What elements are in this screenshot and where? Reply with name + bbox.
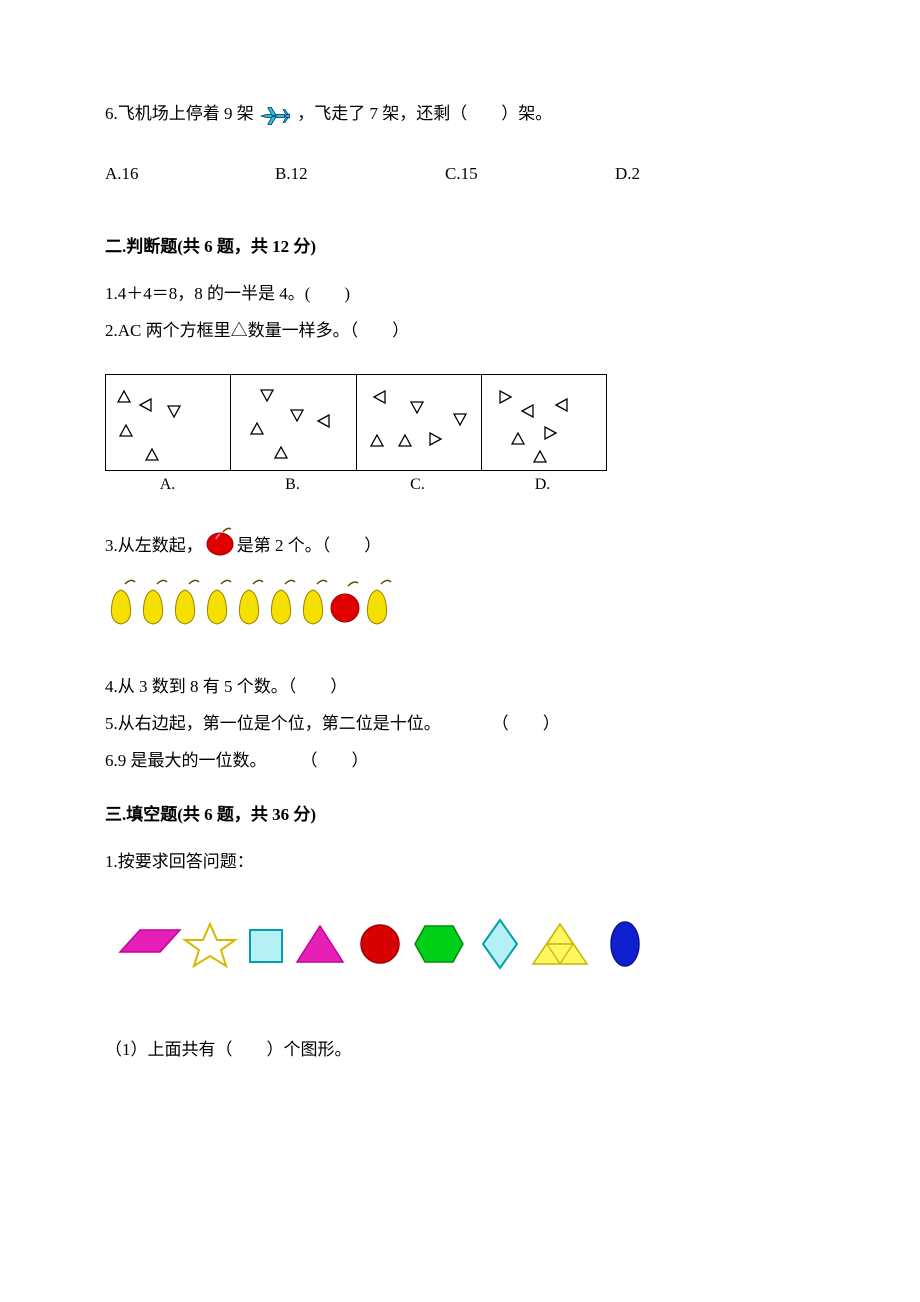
s2-q5: 5.从右边起，第一位是个位，第二位是十位。 （ ） [105, 710, 815, 739]
apple-icon [203, 526, 237, 566]
section2-title: 二.判断题(共 6 题，共 12 分) [105, 233, 815, 262]
q6-line: 6.飞机场上停着 9 架 ，飞走了 7 架，还剩（ ）架。 [105, 100, 815, 130]
q6-opt-d: D.2 [615, 160, 785, 189]
box-label-d: D. [480, 471, 605, 498]
q6-opt-a: A.16 [105, 160, 275, 189]
s2-q1: 1.4＋4＝8，8 的一半是 4。( ) [105, 280, 815, 309]
box-label-a: A. [105, 471, 230, 498]
s2-q3-suffix: 是第 2 个。（ ） [237, 532, 382, 561]
s3-q1: 1.按要求回答问题： [105, 848, 815, 877]
section3-title: 三.填空题(共 6 题，共 36 分) [105, 801, 815, 830]
box-b [231, 375, 356, 470]
q6-options: A.16 B.12 C.15 D.2 [105, 160, 815, 189]
box-a [106, 375, 231, 470]
fruit-row [105, 578, 815, 638]
q6-suffix: ，飞走了 7 架，还剩（ ）架。 [297, 104, 552, 123]
s3-sub1: （1）上面共有（ ）个图形。 [105, 1036, 815, 1065]
s2-q3: 3.从左数起， 是第 2 个。（ ） [105, 526, 815, 566]
s2-q2: 2.AC 两个方框里△数量一样多。（ ） [105, 317, 815, 346]
s2-q4: 4.从 3 数到 8 有 5 个数。（ ） [105, 673, 815, 702]
s2-q3-prefix: 3.从左数起， [105, 532, 203, 561]
box-d [482, 375, 606, 470]
q6-prefix: 6.飞机场上停着 9 架 [105, 104, 258, 123]
s2-q6: 6.9 是最大的一位数。 （ ） [105, 747, 815, 776]
triangle-boxes: A. B. C. D. [105, 374, 815, 498]
q6-opt-c: C.15 [445, 160, 615, 189]
box-label-c: C. [355, 471, 480, 498]
airplane-icon [258, 101, 293, 130]
box-label-b: B. [230, 471, 355, 498]
box-c [357, 375, 482, 470]
shapes-row [105, 912, 815, 982]
q6-opt-b: B.12 [275, 160, 445, 189]
